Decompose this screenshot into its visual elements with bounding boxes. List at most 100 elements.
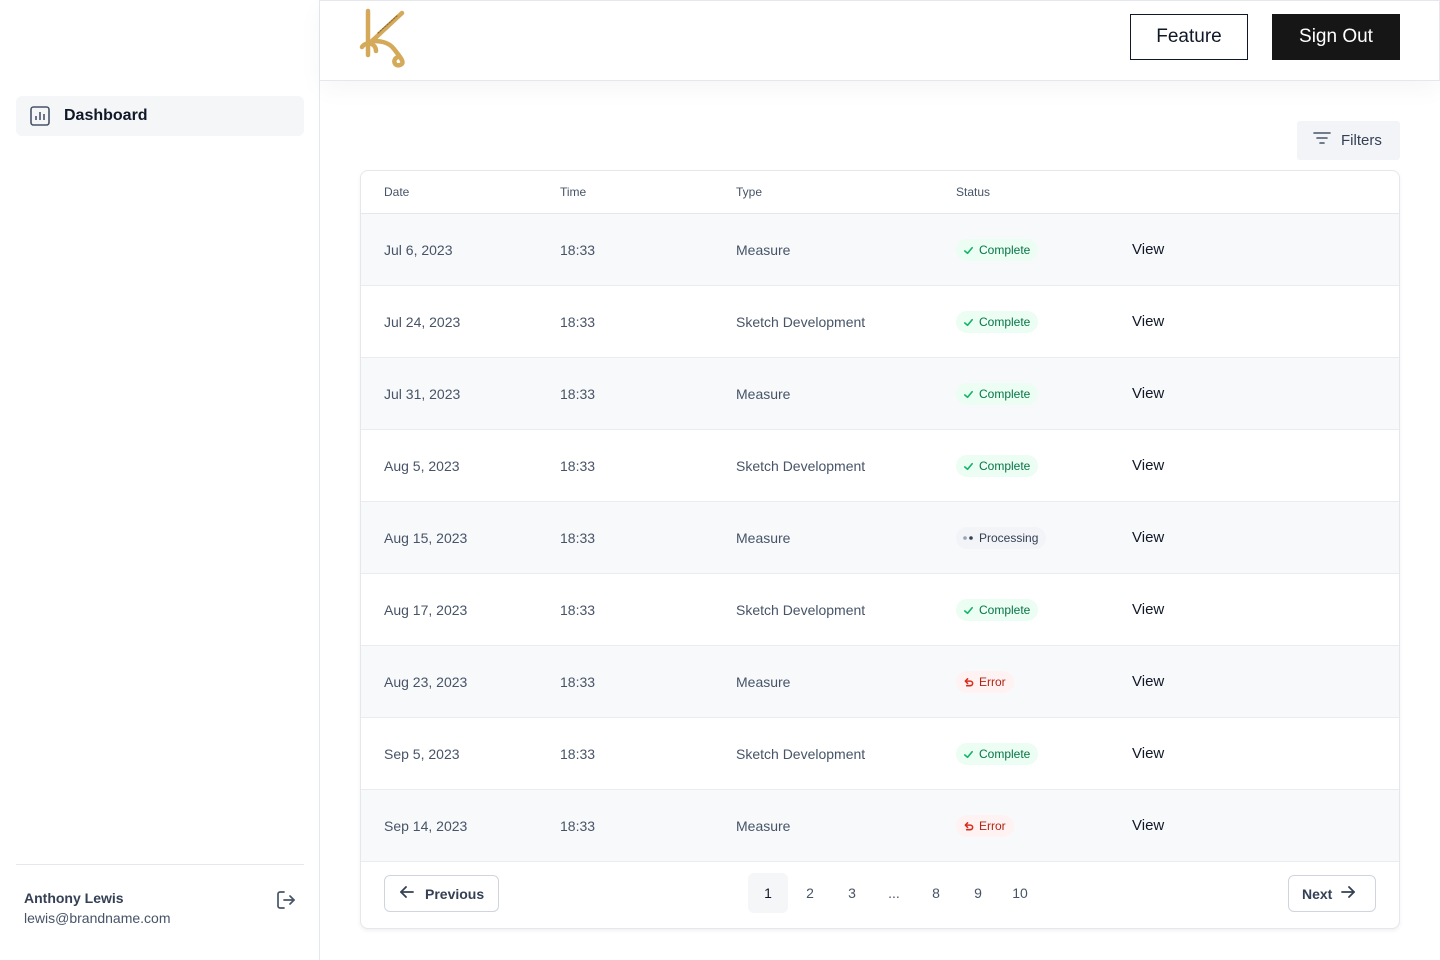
pagination: Previous 1 2 3... 8 9 10 Next	[361, 861, 1399, 928]
status-badge: Complete	[956, 311, 1039, 333]
sidebar-item-dashboard[interactable]: Dashboard	[16, 96, 304, 136]
previous-button[interactable]: Previous	[384, 875, 499, 912]
cell-type: Measure	[736, 530, 791, 546]
cell-type: Measure	[736, 818, 791, 834]
check-icon	[962, 604, 974, 616]
page-number[interactable]: 2	[806, 885, 814, 901]
cell-time: 18:33	[560, 242, 596, 258]
cell-type: Sketch Development	[736, 746, 866, 762]
cell-date: Jul 24, 2023	[384, 314, 461, 330]
table-header: Date Time Type Status	[361, 171, 1399, 214]
table-row: Jul 24, 2023 18:33 Sketch Development Compl…	[361, 286, 1399, 358]
check-icon	[962, 388, 974, 400]
logout-icon[interactable]	[274, 888, 298, 912]
status-label: Complete	[979, 459, 1031, 473]
sidebar: Dashboard Anthony Lewis lewis@brandname.…	[0, 0, 320, 960]
table-row: Aug 5, 2023 18:33 Sketch Development Comple…	[361, 430, 1399, 502]
feature-button[interactable]: Feature	[1130, 14, 1248, 60]
status-label: Complete	[979, 243, 1031, 257]
view-link[interactable]: View	[1132, 385, 1165, 402]
status-label: Error	[979, 675, 1006, 689]
page-numbers: 1 2 3... 8 9 10	[748, 873, 1042, 913]
column-header-status: Status	[956, 185, 991, 199]
page-number[interactable]: 3	[848, 885, 856, 901]
cell-date: Aug 23, 2023	[384, 674, 468, 690]
check-icon	[962, 748, 974, 760]
table-row: Jul 31, 2023 18:33 Measure Complete View	[361, 358, 1399, 430]
table-row: Sep 14, 2023 18:33 Measure Error View	[361, 790, 1399, 862]
cell-time: 18:33	[560, 530, 596, 546]
user-profile: Anthony Lewis lewis@brandname.com	[16, 864, 304, 944]
cell-type: Measure	[736, 674, 791, 690]
status-badge: Complete	[956, 599, 1039, 621]
status-label: Complete	[979, 603, 1031, 617]
cell-type: Sketch Development	[736, 314, 866, 330]
page-ellipsis: ...	[888, 885, 900, 901]
cell-time: 18:33	[560, 674, 596, 690]
view-link[interactable]: View	[1132, 601, 1165, 618]
status-label: Complete	[979, 747, 1031, 761]
cell-date: Aug 15, 2023	[384, 530, 468, 546]
cell-date: Aug 5, 2023	[384, 458, 460, 474]
status-badge: Error	[956, 815, 1014, 837]
column-header-time: Time	[560, 185, 587, 199]
table-row: Aug 17, 2023 18:33 Sketch Development Compl…	[361, 574, 1399, 646]
status-label: Processing	[979, 531, 1039, 545]
next-label: Next	[1302, 885, 1333, 902]
view-link[interactable]: View	[1132, 745, 1165, 762]
cell-date: Sep 5, 2023	[384, 746, 460, 762]
cell-type: Sketch Development	[736, 458, 866, 474]
status-badge: Processing	[956, 527, 1047, 549]
filters-label: Filters	[1341, 132, 1382, 149]
page-number[interactable]: 10	[1012, 885, 1028, 901]
next-button[interactable]: Next	[1288, 875, 1376, 912]
cell-date: Jul 31, 2023	[384, 386, 461, 402]
filters-button[interactable]: Filters	[1297, 121, 1400, 160]
status-label: Complete	[979, 315, 1031, 329]
table-row: Aug 15, 2023 18:33 Measure Processing View	[361, 502, 1399, 574]
cell-time: 18:33	[560, 746, 596, 762]
undo-icon	[962, 676, 974, 688]
cell-time: 18:33	[560, 818, 596, 834]
arrow-left-icon	[399, 884, 415, 903]
sidebar-item-label: Dashboard	[64, 107, 148, 124]
cell-type: Sketch Development	[736, 602, 866, 618]
check-icon	[962, 244, 974, 256]
cell-date: Jul 6, 2023	[384, 242, 453, 258]
arrow-right-icon	[1340, 884, 1356, 903]
view-link[interactable]: View	[1132, 529, 1165, 546]
table-row: Jul 6, 2023 18:33 Measure Complete View	[361, 214, 1399, 286]
records-table: Date Time Type Status Jul 6, 2023 18:33 Me…	[360, 170, 1400, 929]
column-header-type: Type	[736, 185, 763, 199]
view-link[interactable]: View	[1132, 241, 1165, 258]
status-badge: Complete	[956, 383, 1039, 405]
view-link[interactable]: View	[1132, 817, 1165, 834]
check-icon	[962, 316, 974, 328]
user-name: Anthony Lewis	[24, 890, 124, 906]
cell-type: Measure	[736, 242, 791, 258]
status-label: Complete	[979, 387, 1031, 401]
table-row: Sep 5, 2023 18:33 Sketch Development Comple…	[361, 718, 1399, 790]
cell-date: Sep 14, 2023	[384, 818, 468, 834]
page-number[interactable]: 1	[748, 873, 788, 913]
status-badge: Complete	[956, 455, 1039, 477]
view-link[interactable]: View	[1132, 457, 1165, 474]
undo-icon	[962, 820, 974, 832]
sign-out-button[interactable]: Sign Out	[1272, 14, 1400, 60]
previous-label: Previous	[425, 885, 485, 902]
dots-icon	[962, 532, 974, 544]
cell-type: Measure	[736, 386, 791, 402]
bar-chart-icon	[28, 104, 52, 128]
page-number[interactable]: 9	[974, 885, 982, 901]
view-link[interactable]: View	[1132, 313, 1165, 330]
table-row: Aug 23, 2023 18:33 Measure Error View	[361, 646, 1399, 718]
cell-date: Aug 17, 2023	[384, 602, 468, 618]
cell-time: 18:33	[560, 314, 596, 330]
view-link[interactable]: View	[1132, 673, 1165, 690]
user-email: lewis@brandname.com	[24, 910, 171, 926]
cell-time: 18:33	[560, 386, 596, 402]
page-number[interactable]: 8	[932, 885, 940, 901]
cell-time: 18:33	[560, 458, 596, 474]
status-badge: Complete	[956, 239, 1039, 261]
top-bar: Feature Sign Out	[320, 0, 1440, 81]
